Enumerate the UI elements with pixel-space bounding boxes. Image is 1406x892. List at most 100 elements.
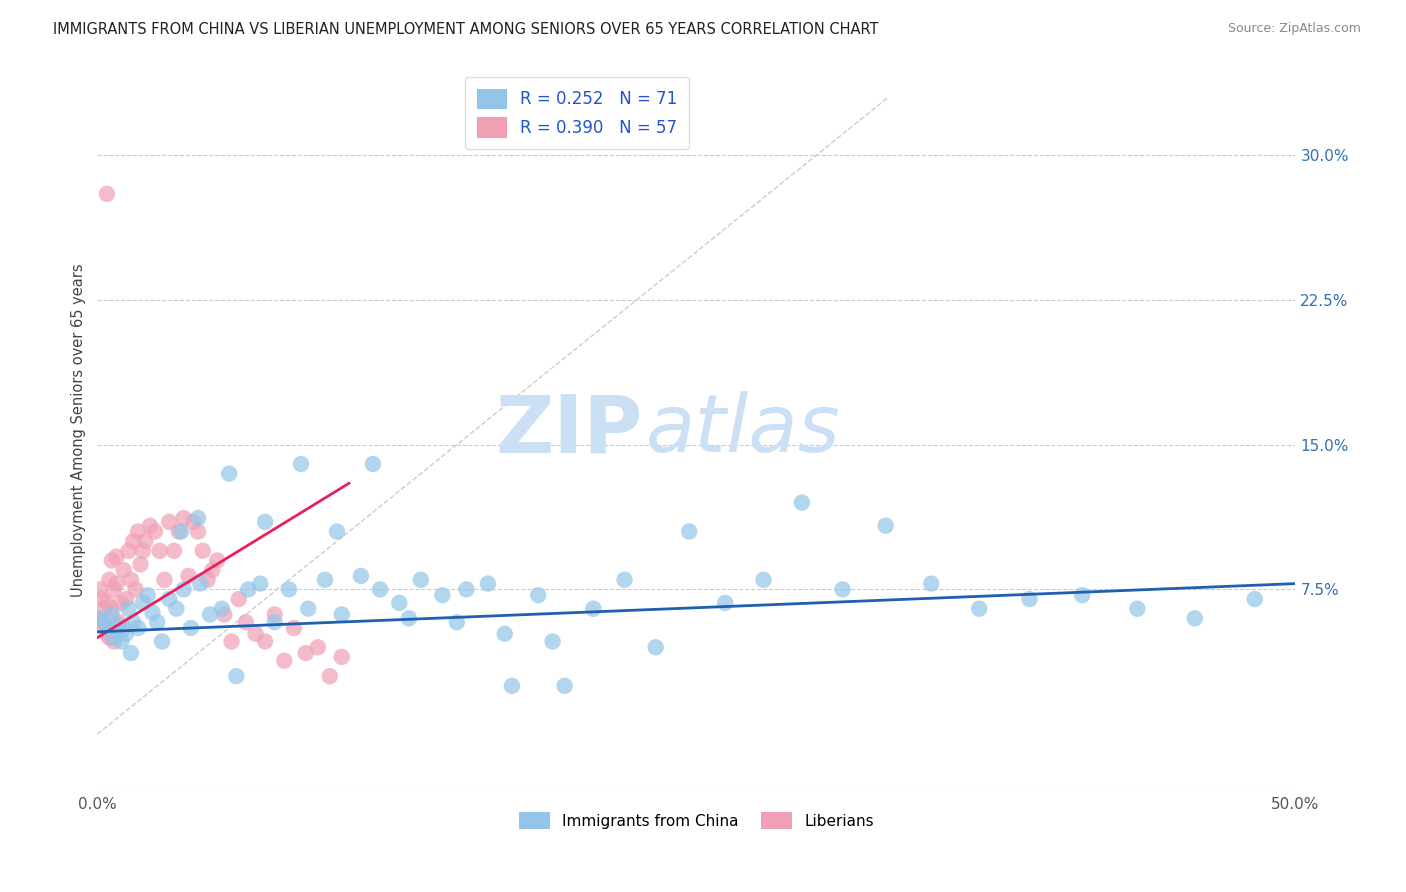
Point [173,511,195,525]
Point [187,524,209,539]
Point [273,654,295,668]
Point [350,569,373,583]
Point [163,544,186,558]
Point [89,582,111,597]
Point [554,679,576,693]
Point [146,615,169,630]
Point [201,563,224,577]
Point [122,615,145,630]
Point [1018,592,1040,607]
Point [409,573,432,587]
Point [330,607,353,622]
Point [197,573,219,587]
Point [398,611,420,625]
Point [170,524,193,539]
Point [211,601,233,615]
Point [112,563,135,577]
Y-axis label: Unemployment Among Seniors over 65 years: Unemployment Among Seniors over 65 years [72,263,86,597]
Point [368,582,391,597]
Point [103,634,125,648]
Point [263,607,285,622]
Point [249,576,271,591]
Point [432,588,454,602]
Point [283,621,305,635]
Point [221,634,243,648]
Point [218,467,240,481]
Point [307,640,329,655]
Point [477,576,499,591]
Point [153,573,176,587]
Point [527,588,550,602]
Point [117,544,139,558]
Point [494,627,516,641]
Point [456,582,478,597]
Point [714,596,737,610]
Point [117,601,139,615]
Point [115,627,138,641]
Point [875,518,897,533]
Point [1243,592,1265,607]
Point [143,524,166,539]
Point [214,607,236,622]
Point [278,582,301,597]
Point [225,669,247,683]
Point [752,573,775,587]
Point [136,588,159,602]
Point [96,596,118,610]
Point [157,592,180,607]
Point [254,515,277,529]
Point [98,621,121,635]
Point [96,186,118,201]
Point [127,524,149,539]
Point [115,592,138,607]
Point [181,515,204,529]
Point [134,534,156,549]
Point [238,582,260,597]
Point [326,524,349,539]
Point [93,601,115,615]
Point [127,621,149,635]
Point [110,596,132,610]
Point [297,601,319,615]
Point [190,576,212,591]
Point [790,495,813,509]
Point [100,553,122,567]
Point [100,601,122,615]
Point [920,576,942,591]
Point [187,511,209,525]
Point [245,627,267,641]
Text: IMMIGRANTS FROM CHINA VS LIBERIAN UNEMPLOYMENT AMONG SENIORS OVER 65 YEARS CORRE: IMMIGRANTS FROM CHINA VS LIBERIAN UNEMPL… [53,22,879,37]
Point [89,611,111,625]
Text: Source: ZipAtlas.com: Source: ZipAtlas.com [1227,22,1361,36]
Point [157,515,180,529]
Point [254,634,277,648]
Point [105,617,128,632]
Point [582,601,605,615]
Legend: Immigrants from China, Liberians: Immigrants from China, Liberians [513,806,880,835]
Point [105,549,128,564]
Point [139,518,162,533]
Point [541,634,564,648]
Point [125,582,148,597]
Point [1071,588,1094,602]
Point [263,615,285,630]
Point [96,627,118,641]
Point [295,646,318,660]
Point [290,457,312,471]
Point [112,621,135,635]
Point [149,544,172,558]
Point [180,621,202,635]
Point [110,634,132,648]
Point [150,634,173,648]
Point [120,573,142,587]
Point [177,569,200,583]
Point [103,582,125,597]
Point [132,544,155,558]
Point [98,631,121,645]
Point [228,592,250,607]
Point [361,457,384,471]
Point [103,631,125,645]
Point [167,524,190,539]
Point [89,611,111,625]
Point [205,553,228,567]
